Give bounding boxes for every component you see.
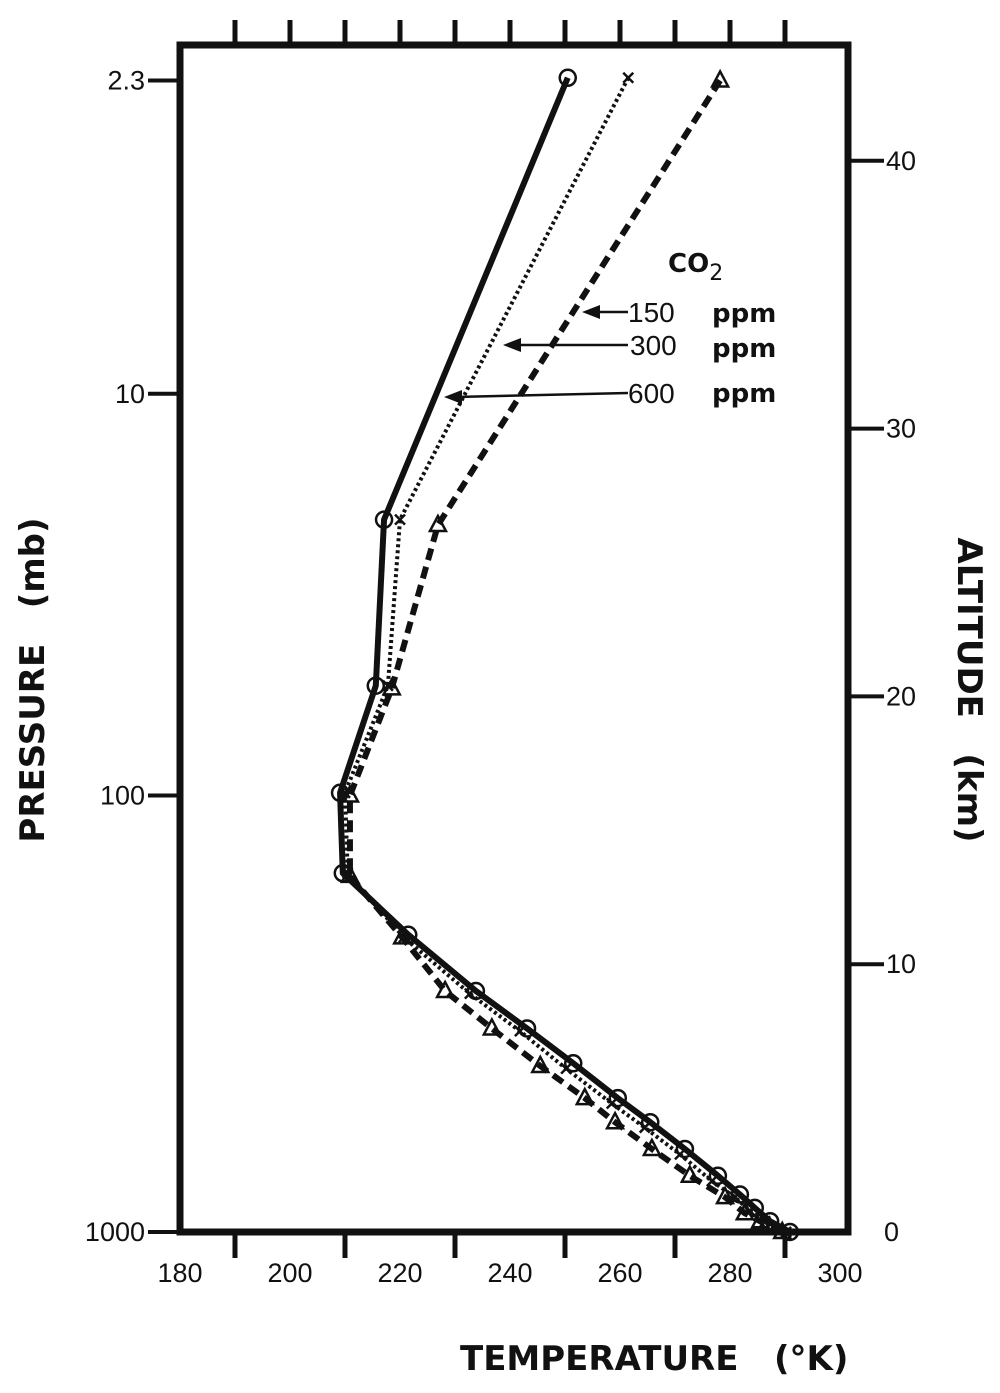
data-point-x: [382, 679, 394, 692]
data-point-circle: [517, 1019, 537, 1038]
data-point-circle: [780, 1222, 800, 1242]
data-point-circle: [564, 1054, 583, 1073]
x-axis-label: TEMPERATURE (°K): [460, 1339, 848, 1379]
data-point-triangle: [714, 1185, 736, 1205]
data-point-triangle: [427, 513, 449, 533]
x-tick-label: 280: [707, 1258, 752, 1288]
data-point-circle: [374, 510, 394, 529]
y-tick-label: 100: [100, 780, 145, 810]
data-point-triangle: [481, 1016, 502, 1036]
data-point-circle: [760, 1212, 780, 1231]
x-tick-label: 200: [267, 1258, 312, 1288]
series-line-600: [337, 76, 792, 1235]
data-point-circle: [399, 925, 418, 944]
series-600: [330, 68, 800, 1242]
legend-entry-600: 600 ppm: [444, 378, 776, 409]
legend-title: CO2: [668, 249, 723, 286]
plot-frame: [176, 41, 852, 1236]
x-tick-label: 220: [377, 1258, 422, 1288]
data-point-circle: [466, 981, 486, 1001]
data-point-circle: [366, 676, 386, 695]
y-axis-label: PRESSURE (mb): [13, 517, 53, 842]
y2-tick-label: 0: [884, 1217, 899, 1247]
legend-entry-150: 150 ppm: [582, 297, 776, 329]
y-tick-label: 2.3: [107, 65, 145, 95]
svg-text:600: 600: [628, 378, 675, 409]
data-point-triangle: [574, 1086, 595, 1106]
legend-entry-300: 300 ppm: [503, 330, 776, 364]
svg-text:ppm: ppm: [712, 379, 776, 409]
svg-text:150: 150: [628, 297, 675, 328]
y2-tick-label: 40: [886, 146, 916, 176]
x-tick-label: 300: [817, 1258, 862, 1288]
data-point-x: [394, 513, 406, 526]
data-point-triangle: [641, 1137, 662, 1157]
legend: CO2 150 ppm 300 ppm 600 ppm: [444, 249, 776, 409]
x-tick-label: 240: [487, 1258, 532, 1288]
x-tick-label: 180: [157, 1258, 202, 1288]
data-point-circle: [745, 1198, 764, 1218]
data-point-circle: [708, 1166, 728, 1186]
svg-text:ppm: ppm: [712, 299, 776, 329]
data-point-triangle: [710, 68, 731, 88]
data-point-circle: [558, 68, 577, 88]
y2-tick-label: 30: [886, 414, 916, 444]
data-point-triangle: [604, 1110, 626, 1130]
data-point-triangle: [435, 979, 456, 999]
x-tick-label: 260: [597, 1258, 642, 1288]
data-point-x: [622, 71, 635, 84]
y2-axis-label: ALTITUDE (km): [949, 537, 989, 842]
data-point-circle: [730, 1185, 750, 1204]
svg-text:ppm: ppm: [712, 334, 776, 364]
data-point-circle: [675, 1139, 695, 1159]
svg-text:300: 300: [630, 330, 677, 361]
y-tick-label: 1000: [85, 1217, 145, 1247]
data-point-circle: [641, 1112, 660, 1132]
data-point-triangle: [530, 1054, 551, 1074]
data-point-circle: [333, 863, 353, 883]
y-tick-label: 10: [115, 379, 145, 409]
y2-tick-label: 20: [886, 681, 916, 711]
data-point-circle: [608, 1088, 628, 1108]
y2-tick-label: 10: [886, 949, 916, 979]
data-point-circle: [330, 783, 350, 803]
data-point-triangle: [679, 1164, 700, 1184]
